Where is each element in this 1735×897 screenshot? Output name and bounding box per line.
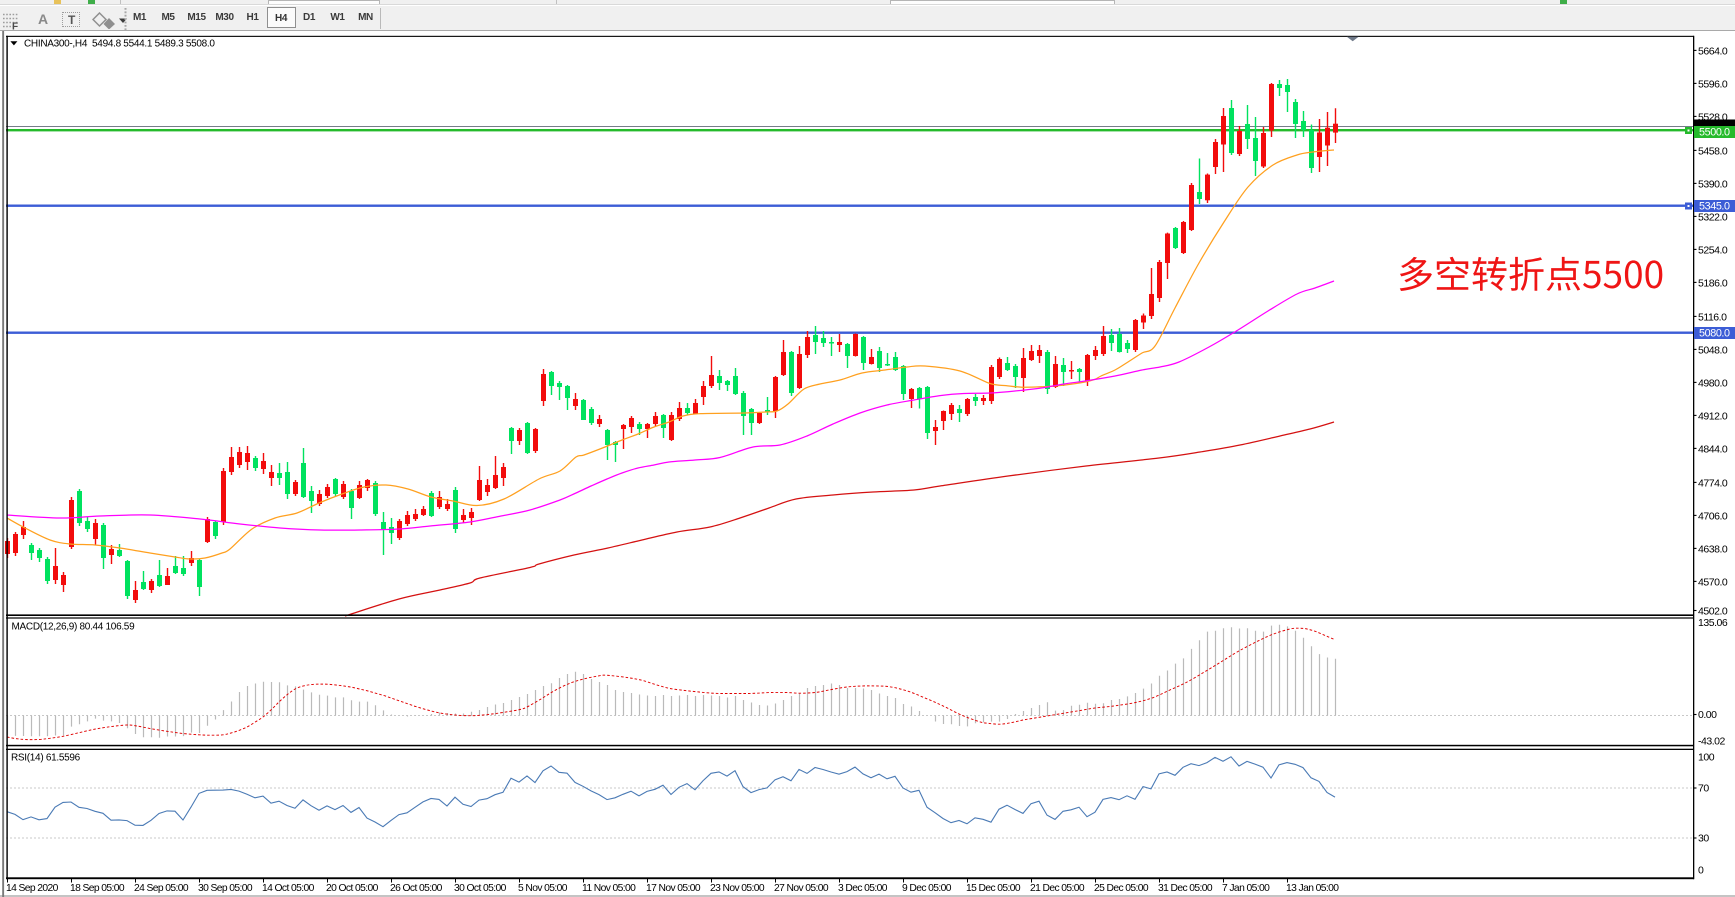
svg-text:15 Dec 05:00: 15 Dec 05:00: [966, 883, 1021, 894]
svg-text:5080.0: 5080.0: [1699, 328, 1730, 340]
svg-text:5390.0: 5390.0: [1698, 178, 1728, 190]
svg-text:5596.0: 5596.0: [1698, 78, 1728, 90]
svg-text:14 Sep 2020: 14 Sep 2020: [6, 883, 59, 894]
svg-text:20 Oct 05:00: 20 Oct 05:00: [326, 883, 379, 894]
svg-text:30 Oct 05:00: 30 Oct 05:00: [454, 883, 507, 894]
svg-text:5116.0: 5116.0: [1698, 311, 1727, 323]
svg-text:30: 30: [1698, 833, 1709, 845]
svg-text:7 Jan 05:00: 7 Jan 05:00: [1222, 883, 1270, 894]
svg-text:11 Nov 05:00: 11 Nov 05:00: [582, 883, 636, 894]
svg-text:4980.0: 4980.0: [1698, 377, 1728, 389]
svg-text:4502.0: 4502.0: [1698, 605, 1728, 617]
svg-text:F: F: [12, 22, 18, 32]
svg-text:23 Nov 05:00: 23 Nov 05:00: [710, 883, 765, 894]
svg-text:4706.0: 4706.0: [1698, 510, 1728, 522]
svg-text:5186.0: 5186.0: [1698, 277, 1728, 289]
svg-text:25 Dec 05:00: 25 Dec 05:00: [1094, 883, 1149, 894]
svg-text:5 Nov 05:00: 5 Nov 05:00: [518, 883, 568, 894]
svg-text:4912.0: 4912.0: [1698, 410, 1728, 422]
svg-text:21 Dec 05:00: 21 Dec 05:00: [1030, 883, 1085, 894]
svg-text:4570.0: 4570.0: [1698, 576, 1728, 588]
svg-text:0.00: 0.00: [1698, 709, 1717, 721]
svg-text:MACD(12,26,9) 80.44 106.59: MACD(12,26,9) 80.44 106.59: [12, 622, 136, 633]
svg-text:5254.0: 5254.0: [1698, 244, 1728, 256]
svg-text:70: 70: [1698, 783, 1709, 795]
svg-text:135.06: 135.06: [1698, 617, 1728, 629]
svg-text:14 Oct 05:00: 14 Oct 05:00: [262, 883, 315, 894]
svg-text:13 Jan 05:00: 13 Jan 05:00: [1286, 883, 1339, 894]
svg-text:31 Dec 05:00: 31 Dec 05:00: [1158, 883, 1213, 894]
svg-text:30 Sep 05:00: 30 Sep 05:00: [198, 883, 253, 894]
svg-text:24 Sep 05:00: 24 Sep 05:00: [134, 883, 189, 894]
svg-text:5500.0: 5500.0: [1699, 126, 1730, 138]
svg-text:5048.0: 5048.0: [1698, 344, 1728, 356]
svg-text:4638.0: 4638.0: [1698, 543, 1728, 555]
svg-text:27 Nov 05:00: 27 Nov 05:00: [774, 883, 829, 894]
svg-text:3 Dec 05:00: 3 Dec 05:00: [838, 883, 888, 894]
svg-text:5322.0: 5322.0: [1698, 211, 1728, 223]
svg-text:5664.0: 5664.0: [1698, 45, 1728, 57]
svg-text:0: 0: [1698, 865, 1704, 877]
svg-text:4844.0: 4844.0: [1698, 443, 1728, 455]
svg-text:-43.02: -43.02: [1698, 736, 1726, 748]
svg-text:5345.0: 5345.0: [1699, 201, 1730, 213]
svg-text:9 Dec 05:00: 9 Dec 05:00: [902, 883, 952, 894]
svg-text:CHINA300-,H4 5494.8 5544.1 54: CHINA300-,H4 5494.8 5544.1 5489.3 5508.0: [24, 38, 215, 49]
svg-text:18 Sep 05:00: 18 Sep 05:00: [70, 883, 125, 894]
svg-text:RSI(14) 61.5596: RSI(14) 61.5596: [11, 753, 81, 764]
svg-text:4774.0: 4774.0: [1698, 477, 1728, 489]
svg-text:5458.0: 5458.0: [1698, 145, 1728, 157]
svg-text:100: 100: [1698, 752, 1715, 764]
svg-text:26 Oct 05:00: 26 Oct 05:00: [390, 883, 443, 894]
svg-text:17 Nov 05:00: 17 Nov 05:00: [646, 883, 701, 894]
